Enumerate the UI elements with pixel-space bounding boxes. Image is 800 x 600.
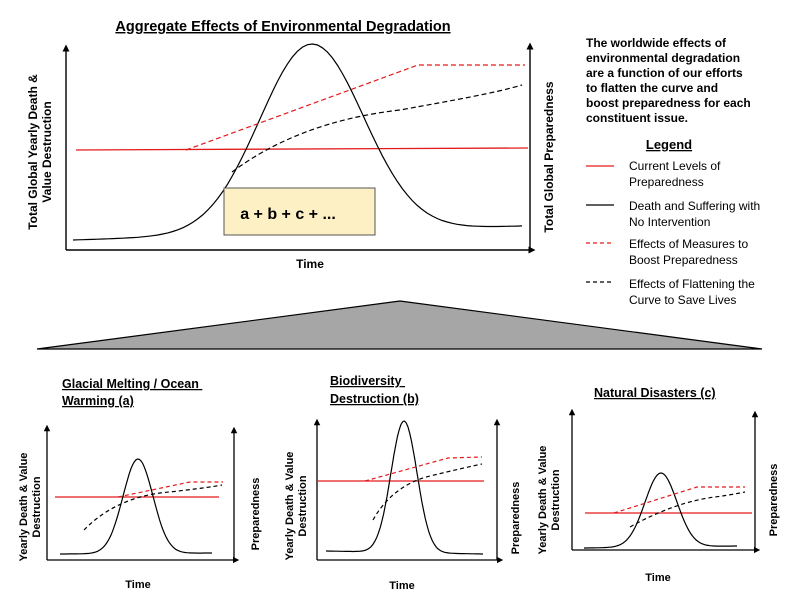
subchart-a-title: Glacial Melting / Ocean Warming (a): [62, 377, 202, 408]
subchart-a-no-intervention-curve: [60, 458, 212, 555]
main-y-left-label-line1: Total Global Yearly Death &: [26, 74, 40, 230]
subchart-c-y-right-label: Preparedness: [768, 464, 780, 537]
subchart-c-y-left-label-line1: Yearly Death & Value: [537, 446, 549, 555]
main-x-label: Time: [296, 257, 324, 271]
subchart-b-no-intervention-curve: [326, 420, 483, 555]
subchart-b-y-right-label: Preparedness: [510, 482, 522, 555]
legend-label-current-preparedness: Current Levels of Preparedness: [629, 159, 724, 189]
subchart-natural-disasters: Natural Disasters (c) Yearly Death & Val…: [537, 386, 780, 584]
main-boost-preparedness-line: [185, 64, 525, 151]
subchart-a-y-left-label-line2: Destruction: [31, 476, 43, 537]
subchart-glacial-melting: Glacial Melting / Ocean Warming (a) Year…: [18, 377, 262, 591]
main-current-preparedness-line: [75, 147, 529, 151]
main-no-intervention-curve: [72, 43, 523, 241]
main-chart: Aggregate Effects of Environmental Degra…: [26, 19, 556, 271]
subchart-a-flattening-curve: [83, 484, 223, 531]
subchart-c-y-left-label-line2: Destruction: [550, 469, 562, 530]
main-chart-title: Aggregate Effects of Environmental Degra…: [115, 19, 450, 35]
main-y-right-label: Total Global Preparedness: [542, 81, 556, 232]
subchart-c-boost-preparedness-line: [613, 486, 745, 514]
side-panel: The worldwide effects of environmental d…: [586, 36, 764, 307]
description: The worldwide effects of environmental d…: [586, 36, 754, 125]
subchart-a-boost-preparedness-line: [117, 481, 223, 498]
main-flattening-curve: [231, 84, 523, 173]
subchart-c-flattening-curve: [629, 491, 746, 528]
subchart-c-title: Natural Disasters (c): [594, 386, 716, 400]
subchart-b-y-left-label-line1: Yearly Death & Value: [284, 452, 296, 561]
subchart-a-y-left-label-line1: Yearly Death & Value: [18, 453, 30, 562]
subchart-b-flattening-curve: [372, 463, 483, 521]
legend-title: Legend: [646, 137, 692, 152]
subchart-a-x-label: Time: [125, 579, 150, 591]
legend-label-no-intervention: Death and Suffering with No Intervention: [629, 199, 764, 229]
subchart-b-x-label: Time: [389, 580, 414, 592]
subchart-a-y-right-label: Preparedness: [250, 478, 262, 551]
subchart-b-boost-preparedness-line: [364, 456, 483, 482]
main-y-left-label-line2: Value Destruction: [40, 101, 54, 202]
subchart-c-x-label: Time: [645, 572, 670, 584]
aggregation-triangle: [36, 300, 763, 350]
subchart-c-no-intervention-curve: [584, 472, 737, 549]
legend-label-boost-preparedness: Effects of Measures to Boost Preparednes…: [629, 237, 752, 267]
subchart-b-title: Biodiversity Destruction (b): [330, 374, 419, 406]
subchart-b-y-left-label-line2: Destruction: [297, 475, 309, 536]
formula-box: [223, 187, 376, 236]
subchart-biodiversity: Biodiversity Destruction (b) Yearly Deat…: [284, 374, 522, 592]
formula-text: a + b + c + ...: [240, 206, 336, 223]
legend-label-flattening-curve: Effects of Flattening the Curve to Save …: [629, 277, 758, 307]
